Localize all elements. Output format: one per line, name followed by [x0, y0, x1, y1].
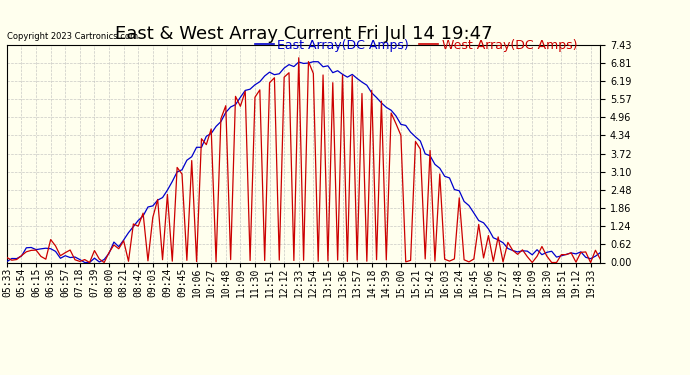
Text: Copyright 2023 Cartronics.com: Copyright 2023 Cartronics.com: [7, 32, 138, 40]
Title: East & West Array Current Fri Jul 14 19:47: East & West Array Current Fri Jul 14 19:…: [115, 26, 493, 44]
Legend: East Array(DC Amps), West Array(DC Amps): East Array(DC Amps), West Array(DC Amps): [250, 34, 582, 57]
